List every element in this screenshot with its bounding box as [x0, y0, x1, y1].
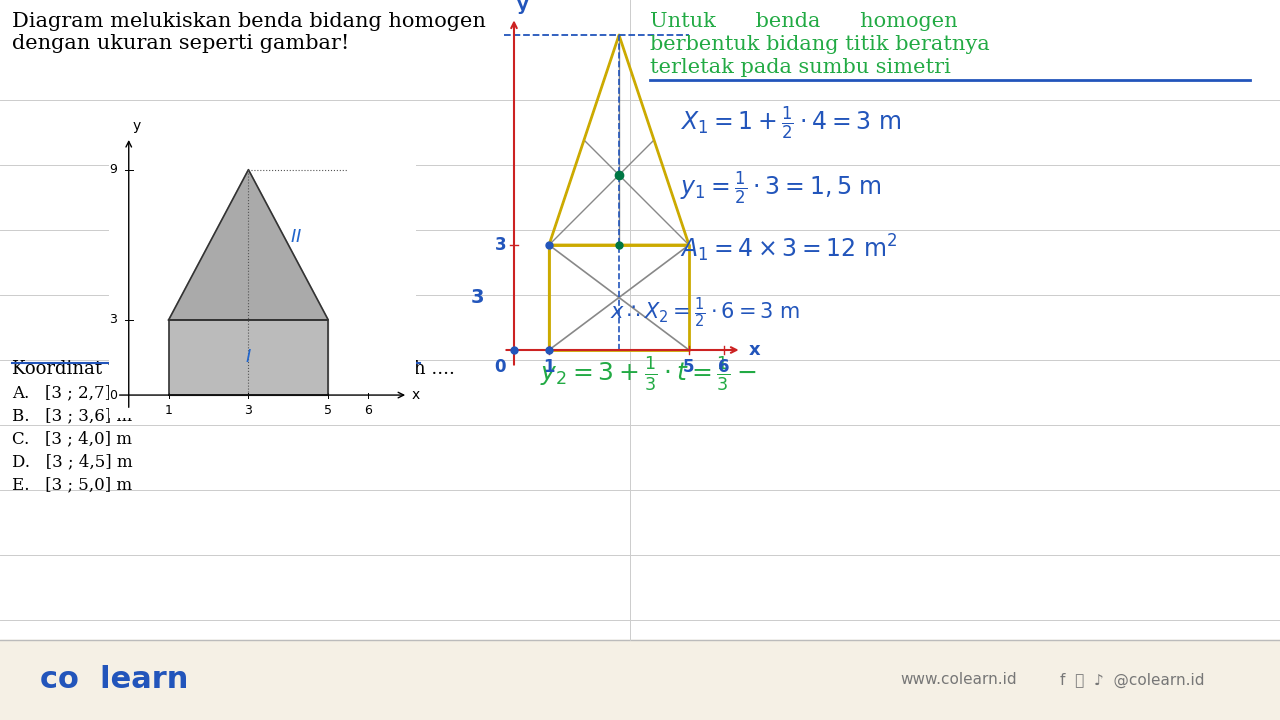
- Text: D.   [3 ; 4,5] m: D. [3 ; 4,5] m: [12, 453, 133, 470]
- Text: 3: 3: [109, 313, 116, 326]
- Text: www.colearn.id: www.colearn.id: [900, 672, 1016, 688]
- Text: 3: 3: [494, 236, 506, 254]
- Text: 0: 0: [109, 389, 116, 402]
- Text: C.   [3 ; 4,0] m: C. [3 ; 4,0] m: [12, 430, 132, 447]
- Text: 5: 5: [684, 358, 695, 376]
- Text: Diagram melukiskan benda bidang homogen: Diagram melukiskan benda bidang homogen: [12, 12, 486, 31]
- Text: x: x: [412, 388, 420, 402]
- Text: 5: 5: [324, 404, 333, 417]
- Text: B.   [3 ; 3,6] m: B. [3 ; 3,6] m: [12, 407, 132, 424]
- Text: 6: 6: [365, 404, 372, 417]
- Text: 1: 1: [543, 358, 554, 376]
- Text: Koordinat titik berat benda gabungan adalah ....: Koordinat titik berat benda gabungan ada…: [12, 360, 454, 378]
- Text: co  learn: co learn: [40, 665, 188, 695]
- Text: 3: 3: [244, 404, 252, 417]
- Text: y: y: [517, 0, 529, 14]
- Text: 3: 3: [471, 288, 484, 307]
- Text: $A_1 = 4 \times 3 = 12\ \mathrm{m}^2$: $A_1 = 4 \times 3 = 12\ \mathrm{m}^2$: [680, 233, 897, 264]
- Text: dengan ukuran seperti gambar!: dengan ukuran seperti gambar!: [12, 34, 349, 53]
- Text: E.   [3 ; 5,0] m: E. [3 ; 5,0] m: [12, 476, 132, 493]
- Text: berbentuk bidang titik beratnya: berbentuk bidang titik beratnya: [650, 35, 989, 54]
- Text: $x \therefore X_2 = \frac{1}{2} \cdot 6 = 3\ \mathrm{m}$: $x \therefore X_2 = \frac{1}{2} \cdot 6 …: [611, 295, 800, 330]
- Text: $y_1 = \frac{1}{2} \cdot 3 = 1,5\ \mathrm{m}$: $y_1 = \frac{1}{2} \cdot 3 = 1,5\ \mathr…: [680, 170, 882, 207]
- Text: terletak pada sumbu simetri: terletak pada sumbu simetri: [650, 58, 951, 77]
- Text: 6: 6: [718, 358, 730, 376]
- Text: $y_2 = 3 + \frac{1}{3} \cdot t = \frac{1}{3} -$: $y_2 = 3 + \frac{1}{3} \cdot t = \frac{1…: [540, 355, 756, 393]
- Text: x: x: [749, 341, 760, 359]
- Text: f  ⓞ  ♪  @colearn.id: f ⓞ ♪ @colearn.id: [1060, 672, 1204, 688]
- Text: 1: 1: [165, 404, 173, 417]
- Text: $\it{II}$: $\it{II}$: [291, 228, 302, 246]
- Text: $\it{I}$: $\it{I}$: [244, 348, 252, 366]
- Text: 0: 0: [494, 358, 506, 376]
- Text: 9: 9: [109, 163, 116, 176]
- Text: Untuk      benda      homogen: Untuk benda homogen: [650, 12, 957, 31]
- Text: $X_1 = 1 + \frac{1}{2} \cdot 4 = 3\ \mathrm{m}$: $X_1 = 1 + \frac{1}{2} \cdot 4 = 3\ \mat…: [680, 105, 901, 143]
- Bar: [0, 640, 1280, 720]
- Polygon shape: [169, 170, 328, 320]
- Text: y: y: [133, 120, 141, 133]
- Polygon shape: [169, 320, 328, 395]
- Text: A.   [3 ; 2,7] m: A. [3 ; 2,7] m: [12, 384, 132, 401]
